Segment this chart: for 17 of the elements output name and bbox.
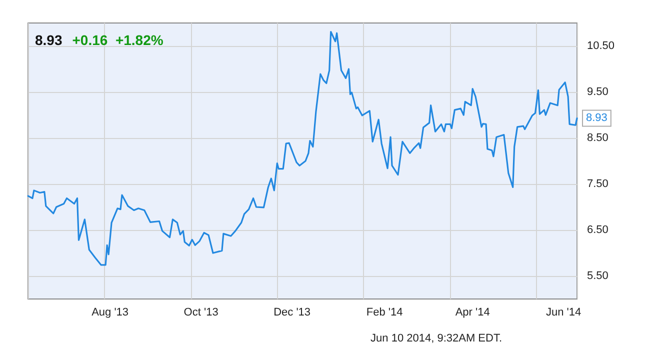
text: +0.16 +1.82%: [72, 32, 164, 48]
x-tick-label: Jun '14: [546, 306, 582, 318]
annotation: 8.93: [586, 112, 608, 124]
text: 8.93: [35, 32, 62, 48]
x-tick-label: Aug '13: [92, 306, 129, 318]
y-tick-label: 9.50: [587, 86, 608, 98]
y-tick-label: 10.50: [587, 40, 615, 52]
x-tick-label: Dec '13: [274, 306, 311, 318]
y-tick-label: 8.50: [587, 132, 608, 144]
y-tick-label: 7.50: [587, 178, 608, 190]
text: Jun 10 2014, 9:32AM EDT.: [370, 332, 502, 344]
line-series: [27, 30, 578, 266]
x-tick-label: Feb '14: [366, 306, 403, 318]
y-tick-label: 5.50: [587, 270, 608, 282]
x-tick-label: Oct '13: [184, 306, 218, 318]
x-tick-label: Apr '14: [455, 306, 490, 318]
y-tick-label: 6.50: [587, 224, 608, 236]
